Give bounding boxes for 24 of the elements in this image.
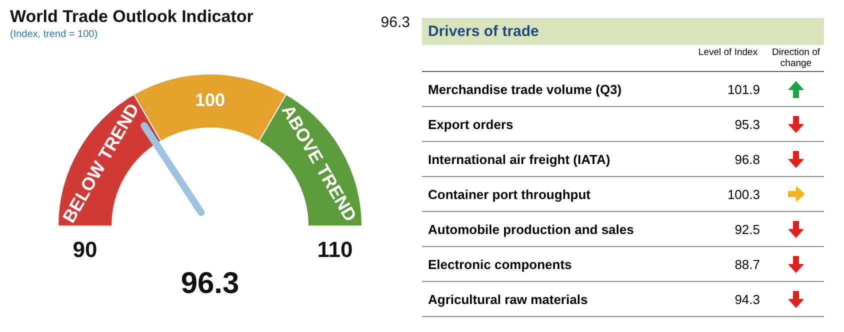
chart-subtitle: (Index, trend = 100) — [10, 29, 98, 40]
category-label: Electronic components — [427, 256, 573, 272]
data-label: 88.7 — [734, 256, 761, 272]
data-label: 101.9 — [726, 82, 761, 96]
category-label: Agricultural raw materials — [427, 292, 589, 306]
data-label: 96.8 — [734, 152, 761, 166]
text: Level of Index — [698, 47, 758, 60]
category-label: Export orders — [427, 116, 514, 132]
category-label: Merchandise trade volume (Q3) — [427, 82, 623, 96]
text: 96.3 — [180, 267, 240, 300]
data-label: 95.3 — [734, 116, 761, 132]
category-label: Container port throughput — [427, 186, 592, 202]
text: Direction of change — [770, 47, 822, 69]
text: 110 — [317, 237, 353, 262]
text: 96.3 — [380, 14, 410, 31]
category-label: Automobile production and sales — [427, 222, 635, 236]
data-label: 92.5 — [734, 222, 761, 236]
slice-label: 100 — [194, 90, 226, 110]
text: 90 — [72, 237, 98, 262]
data-label: 100.3 — [726, 186, 761, 202]
chart-title: World Trade Outlook Indicator — [10, 7, 254, 26]
text: Drivers of trade — [422, 18, 824, 45]
category-label: International air freight (IATA) — [427, 152, 612, 166]
data-label: 94.3 — [734, 292, 761, 306]
